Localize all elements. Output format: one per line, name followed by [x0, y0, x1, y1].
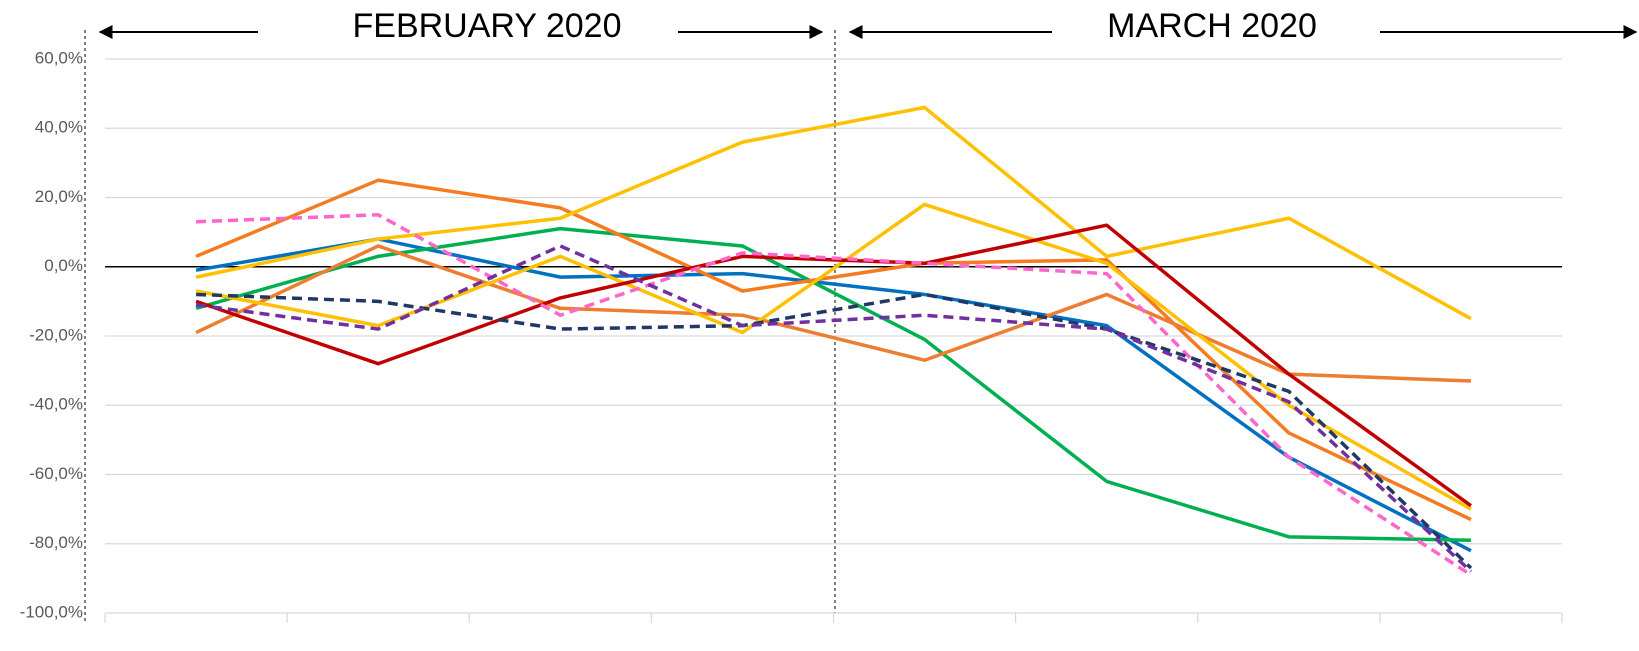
- annotation: MARCH 2020: [1107, 7, 1317, 45]
- series-line: [195, 292, 1473, 570]
- y-tick-label: -100,0%: [20, 602, 83, 621]
- annotation: FEBRUARY 2020: [353, 7, 622, 45]
- series-line: [195, 213, 1472, 577]
- y-tick-label: 0,0%: [44, 256, 83, 275]
- y-tick-label: -60,0%: [29, 464, 83, 483]
- series-line: [195, 237, 1472, 553]
- series-line: [195, 105, 1472, 321]
- series-line: [195, 244, 1472, 383]
- y-tick-label: 40,0%: [35, 118, 83, 137]
- series-line: [195, 226, 1471, 543]
- y-tick-label: -40,0%: [29, 395, 83, 414]
- y-tick-label: 20,0%: [35, 187, 83, 206]
- y-tick-label: 60,0%: [35, 48, 83, 67]
- series-line: [195, 244, 1473, 573]
- y-tick-label: -80,0%: [29, 533, 83, 552]
- series-line: [195, 178, 1472, 522]
- y-tick-label: -20,0%: [29, 325, 83, 344]
